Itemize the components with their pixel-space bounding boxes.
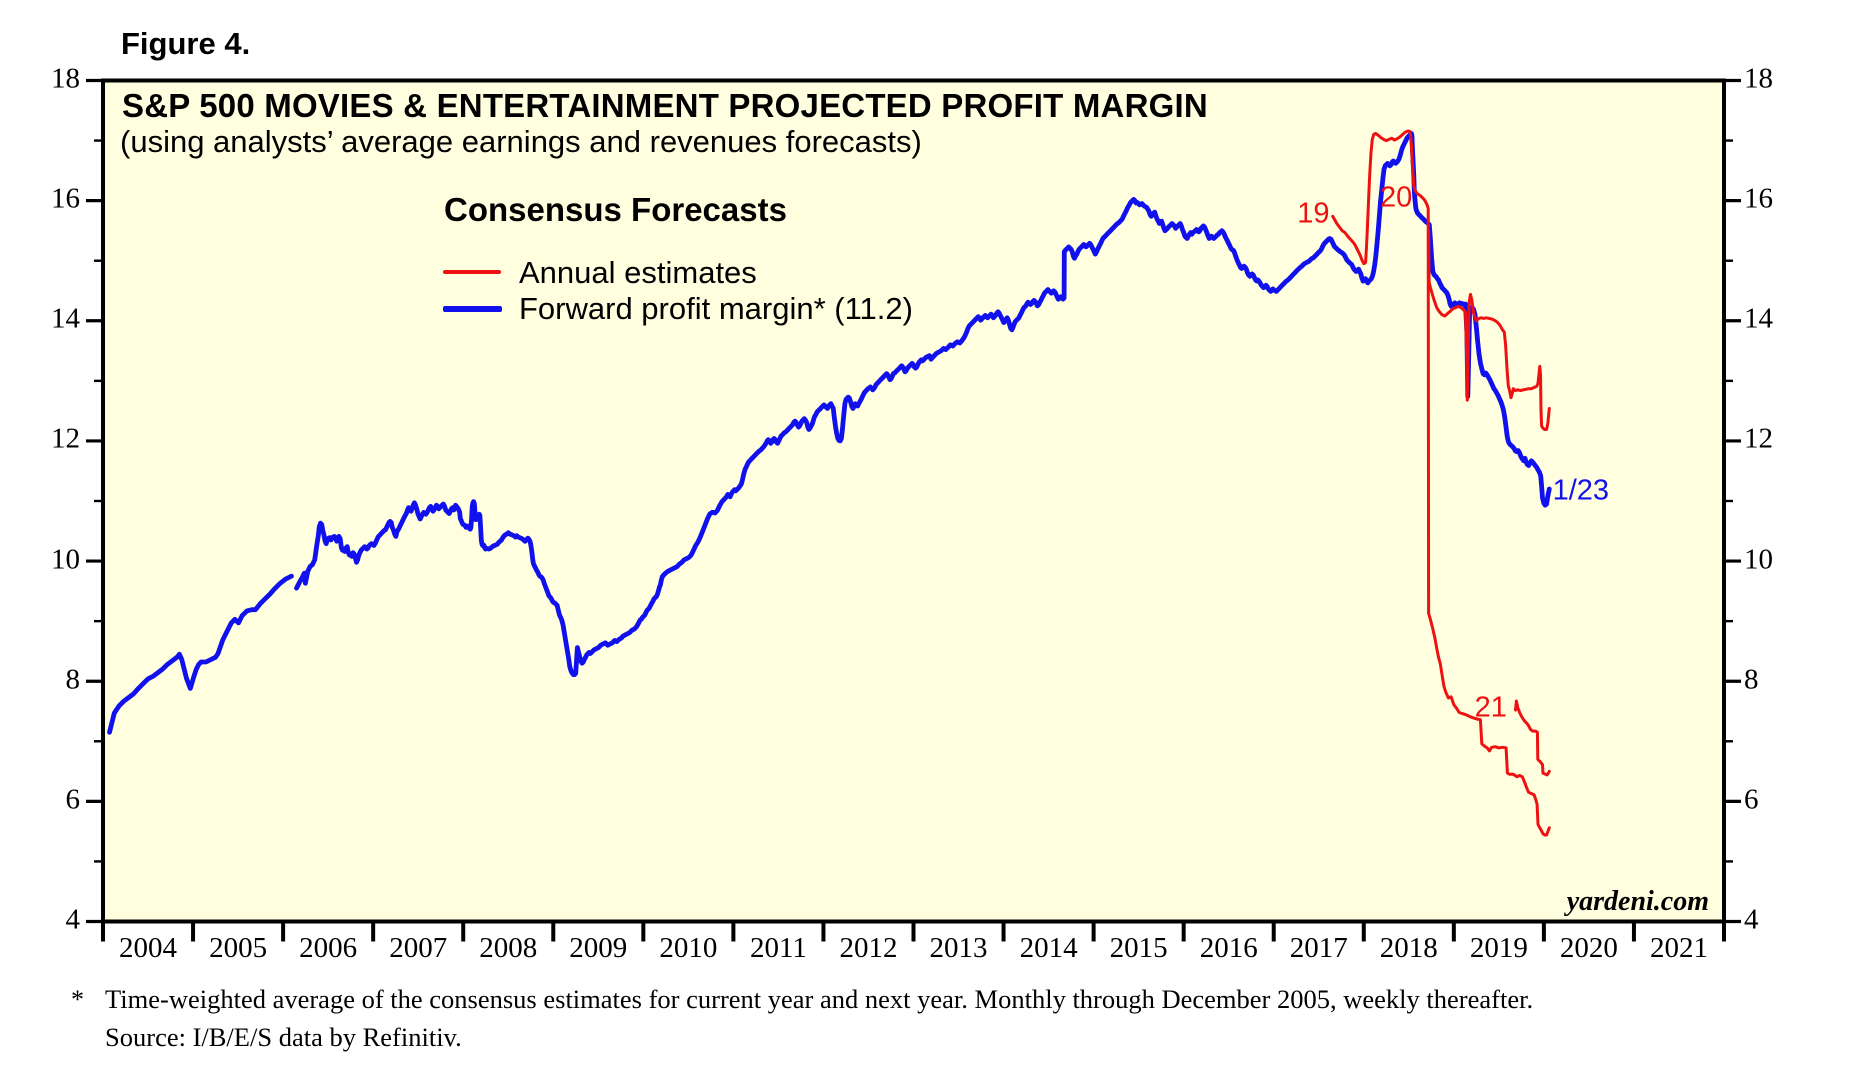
x-axis-label-2016: 2016 xyxy=(1199,932,1258,964)
x-axis-label-2014: 2014 xyxy=(1019,932,1078,964)
x-axis-label-2012: 2012 xyxy=(839,932,898,964)
x-axis-label-2020: 2020 xyxy=(1559,932,1618,964)
legend-label-annual-estimates: Annual estimates xyxy=(519,255,757,290)
annotation-20: 20 xyxy=(1380,181,1413,214)
x-axis-label-2013: 2013 xyxy=(929,932,988,964)
y-axis-label-left-12: 12 xyxy=(51,422,80,455)
y-axis-label-right-18: 18 xyxy=(1744,62,1773,95)
series-forward-profit-margin-11-2 xyxy=(107,573,294,735)
forward-profit-margin-line-swatch xyxy=(443,306,502,312)
y-axis-label-right-4: 4 xyxy=(1744,903,1759,936)
y-axis-label-left-4: 4 xyxy=(65,903,81,936)
x-axis-label-2019: 2019 xyxy=(1469,932,1528,964)
y-axis-label-right-12: 12 xyxy=(1744,422,1773,455)
x-axis-label-2004: 2004 xyxy=(119,932,178,964)
series-annual-estimates xyxy=(1427,229,1551,431)
annotation-21: 21 xyxy=(1474,691,1507,724)
chart-subtitle: (using analysts’ average earnings and re… xyxy=(120,124,922,159)
footnote-source: Source: I/B/E/S data by Refinitiv. xyxy=(105,1022,462,1052)
series-annual-estimates xyxy=(1514,699,1551,777)
yardeni-watermark: yardeni.com xyxy=(1566,886,1709,917)
footnote-marker: * xyxy=(71,985,84,1014)
y-axis-label-left-8: 8 xyxy=(65,663,81,696)
x-axis-label-2006: 2006 xyxy=(299,932,358,964)
figure-label: Figure 4. xyxy=(121,26,251,61)
x-axis-label-2015: 2015 xyxy=(1109,932,1168,964)
y-axis-label-right-6: 6 xyxy=(1744,783,1759,816)
x-axis-label-2021: 2021 xyxy=(1649,932,1708,964)
chart-title: S&P 500 MOVIES & ENTERTAINMENT PROJECTED… xyxy=(122,87,1208,124)
x-axis-label-2005: 2005 xyxy=(209,932,268,964)
series-annual-estimates xyxy=(1331,129,1551,837)
legend-label-forward-profit-margin: Forward profit margin* (11.2) xyxy=(519,291,913,326)
x-axis-label-2010: 2010 xyxy=(659,932,718,964)
y-axis-label-left-10: 10 xyxy=(51,543,80,576)
annotation-19: 19 xyxy=(1297,197,1330,230)
y-axis-label-right-14: 14 xyxy=(1744,302,1773,335)
plot-area xyxy=(103,80,1724,922)
y-axis-label-left-18: 18 xyxy=(51,62,80,95)
y-axis-label-left-16: 16 xyxy=(51,182,80,215)
footnote-text: Time-weighted average of the consensus e… xyxy=(105,984,1534,1014)
annotation-1-23: 1/23 xyxy=(1552,474,1610,507)
y-axis-label-right-8: 8 xyxy=(1744,663,1759,696)
y-axis-label-left-14: 14 xyxy=(51,302,80,335)
plot-border xyxy=(101,78,1726,924)
x-axis-label-2018: 2018 xyxy=(1379,932,1438,964)
x-axis-label-2011: 2011 xyxy=(749,932,807,964)
y-axis-label-left-6: 6 xyxy=(65,783,81,816)
annual-estimates-line-swatch xyxy=(443,270,501,274)
x-axis-label-2007: 2007 xyxy=(389,932,448,964)
x-axis-label-2017: 2017 xyxy=(1289,932,1348,964)
series-forward-profit-margin-11-2 xyxy=(294,130,1552,677)
y-axis-label-right-16: 16 xyxy=(1744,182,1773,215)
x-axis-label-2008: 2008 xyxy=(479,932,538,964)
y-axis-label-right-10: 10 xyxy=(1744,543,1773,576)
legend-heading: Consensus Forecasts xyxy=(444,191,787,228)
x-axis-label-2009: 2009 xyxy=(569,932,628,964)
